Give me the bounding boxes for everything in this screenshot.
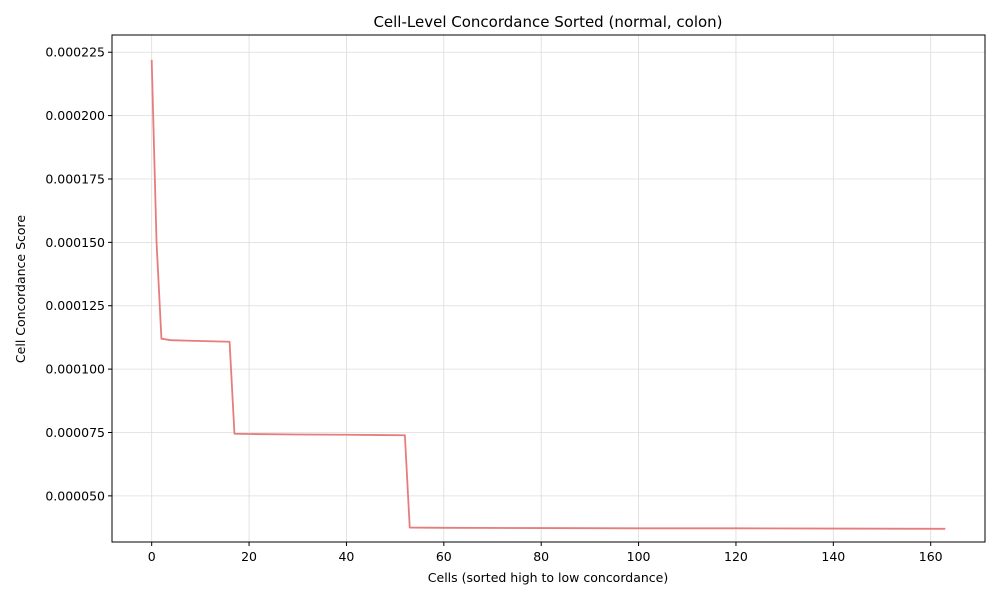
x-tick-label: 40 [338, 549, 354, 564]
y-tick-label: 0.000225 [45, 45, 105, 60]
x-tick-label: 140 [821, 549, 845, 564]
x-tick-label: 60 [436, 549, 452, 564]
x-tick-label: 80 [533, 549, 549, 564]
x-tick-label: 20 [241, 549, 257, 564]
y-tick-label: 0.000100 [45, 362, 105, 377]
series-line [150, 59, 946, 530]
y-axis-label: Cell Concordance Score [13, 215, 28, 363]
y-tick-label: 0.000050 [45, 488, 105, 503]
y-tick-label: 0.000175 [45, 171, 105, 186]
y-tick-label: 0.000150 [45, 235, 105, 250]
x-tick-label: 100 [627, 549, 651, 564]
plot-frame [111, 34, 986, 543]
y-tick-label: 0.000200 [45, 108, 105, 123]
x-axis: 0 20 40 60 80 100 120 140 160 [148, 542, 943, 564]
x-tick-label: 120 [724, 549, 748, 564]
y-axis: 0.000050 0.000075 0.000100 0.000125 0.000150… [45, 45, 112, 503]
x-tick-label: 160 [919, 549, 943, 564]
x-tick-label: 0 [148, 549, 156, 564]
y-tick-label: 0.000075 [45, 425, 105, 440]
chart-title: Cell-Level Concordance Sorted (normal, c… [373, 13, 722, 31]
grid [112, 35, 985, 542]
series-layer [150, 59, 946, 530]
y-tick-label: 0.000125 [45, 298, 105, 313]
x-axis-label: Cells (sorted high to low concordance) [428, 570, 668, 585]
